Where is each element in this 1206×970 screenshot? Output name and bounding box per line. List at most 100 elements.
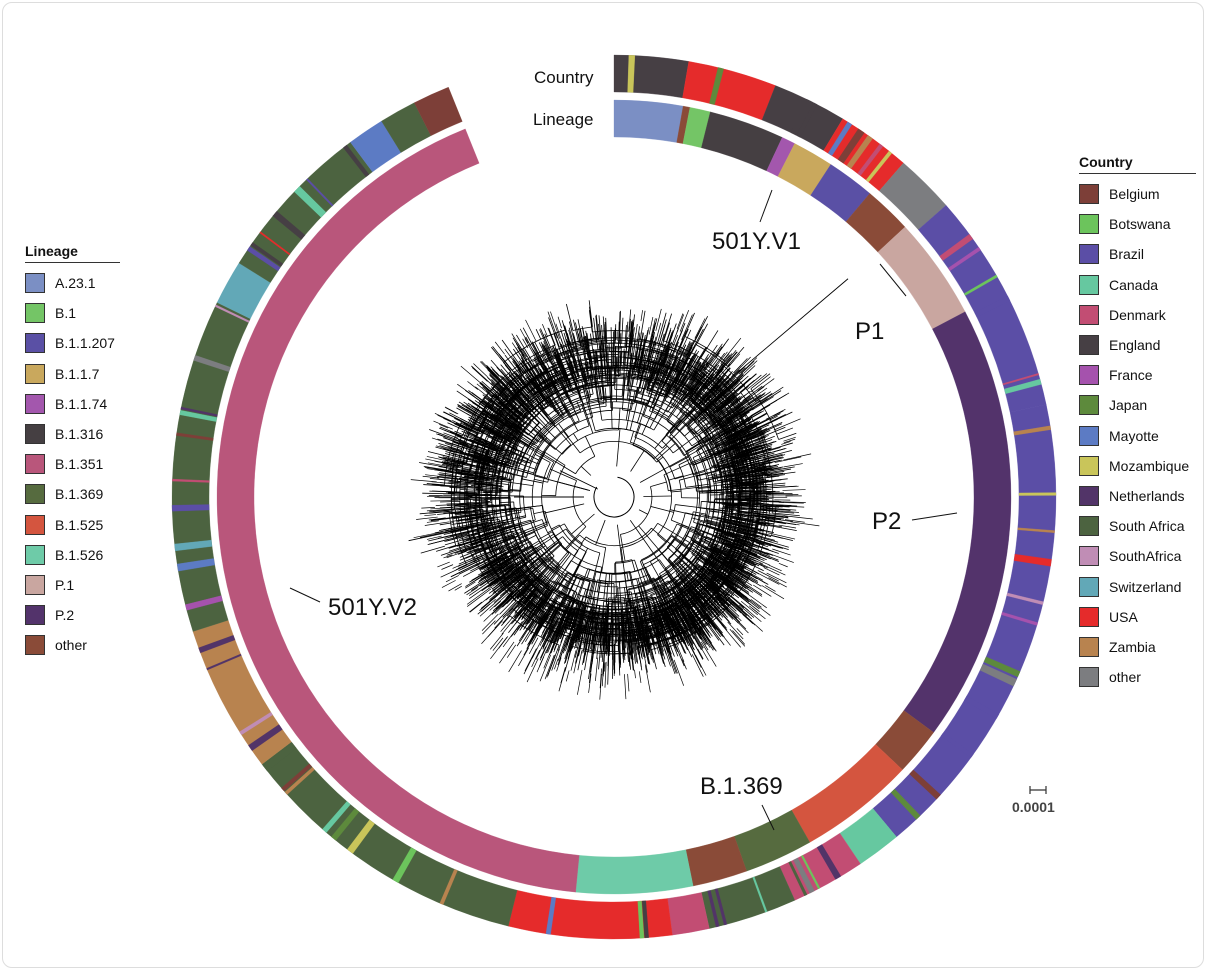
tree-arc bbox=[657, 540, 696, 578]
tree-branch bbox=[623, 572, 629, 604]
tree-branch bbox=[610, 396, 613, 429]
tree-branch bbox=[443, 411, 469, 425]
tree-branch bbox=[499, 543, 508, 548]
tree-branch bbox=[716, 616, 727, 629]
tree-branch bbox=[558, 370, 567, 388]
tree-branch bbox=[758, 523, 768, 527]
tree-branch bbox=[685, 574, 704, 595]
tree-branch bbox=[591, 374, 594, 383]
tree-branch bbox=[482, 469, 493, 473]
tree-branch bbox=[664, 388, 672, 401]
country-stripe bbox=[392, 847, 417, 883]
country-stripe bbox=[306, 178, 334, 207]
tree-branch bbox=[471, 519, 494, 525]
tree-branch bbox=[657, 415, 663, 424]
tree-branch bbox=[646, 623, 651, 634]
tree-branch bbox=[481, 563, 498, 573]
tree-branch bbox=[499, 538, 527, 552]
tree-arc bbox=[531, 428, 542, 442]
tree-branch bbox=[620, 547, 625, 574]
tree-branch bbox=[550, 626, 563, 654]
tree-branch bbox=[723, 469, 740, 475]
tree-branch bbox=[621, 317, 624, 344]
tree-arc bbox=[672, 523, 702, 567]
tree-branch bbox=[541, 591, 553, 608]
tree-branch bbox=[520, 357, 536, 379]
tree-branch bbox=[653, 393, 658, 403]
tree-branch bbox=[624, 325, 627, 347]
country-stripe bbox=[707, 890, 720, 928]
tree-branch bbox=[473, 435, 492, 444]
tree-branch bbox=[486, 366, 509, 390]
tree-branch bbox=[685, 393, 701, 412]
tree-branch bbox=[733, 554, 756, 566]
tree-branch bbox=[525, 397, 536, 409]
tree-branch bbox=[733, 503, 757, 506]
tree-branch bbox=[667, 407, 678, 422]
tree-branch bbox=[663, 341, 673, 364]
tree-arc bbox=[508, 380, 527, 398]
tree-branch bbox=[503, 430, 518, 440]
tree-branch bbox=[658, 319, 667, 346]
tree-branch bbox=[487, 525, 515, 535]
tree-branch bbox=[688, 347, 707, 376]
tree-branch bbox=[607, 371, 609, 387]
tree-branch bbox=[545, 536, 563, 551]
country-stripe bbox=[343, 144, 370, 178]
tree-branch bbox=[526, 561, 544, 577]
tree-arc bbox=[559, 380, 607, 395]
tree-branch bbox=[710, 360, 726, 380]
tree-branch bbox=[602, 336, 605, 355]
tree-branch bbox=[689, 451, 721, 465]
tree-branch bbox=[504, 364, 525, 388]
tree-branch bbox=[668, 475, 684, 481]
tree-branch bbox=[705, 575, 721, 589]
tree-branch bbox=[495, 592, 514, 610]
tree-branch bbox=[691, 349, 698, 360]
tree-branch bbox=[555, 368, 560, 378]
tree-branch bbox=[502, 428, 513, 436]
tree-branch bbox=[567, 361, 572, 371]
country-stripe bbox=[1013, 425, 1052, 436]
tree-branch bbox=[603, 572, 607, 600]
tree-branch bbox=[753, 478, 765, 481]
tree-branch bbox=[729, 586, 750, 603]
country-stripe bbox=[198, 635, 236, 654]
tree-branch bbox=[674, 339, 684, 359]
tree-branch bbox=[552, 606, 565, 634]
tree-branch bbox=[702, 566, 717, 579]
tree-branch bbox=[521, 606, 537, 628]
tree-branch bbox=[649, 630, 656, 651]
tree-branch bbox=[747, 532, 759, 537]
tree-branch bbox=[472, 528, 484, 532]
tree-branch bbox=[672, 613, 689, 644]
tree-branch bbox=[765, 456, 783, 462]
tree-branch bbox=[647, 622, 655, 644]
tree-branch bbox=[505, 547, 520, 555]
tree-branch bbox=[490, 383, 509, 400]
tree-branch bbox=[483, 420, 505, 434]
tree-branch bbox=[708, 568, 726, 582]
tree-branch bbox=[655, 635, 659, 644]
tree-branch bbox=[499, 585, 515, 599]
tree-branch bbox=[542, 627, 548, 638]
tree-branch bbox=[557, 635, 565, 651]
tree-branch bbox=[700, 523, 723, 532]
tree-arc bbox=[523, 495, 527, 518]
tree-branch bbox=[535, 328, 542, 340]
tree-branch bbox=[666, 546, 679, 558]
tree-branch bbox=[671, 519, 689, 528]
tree-branch bbox=[590, 634, 594, 653]
tree-branch bbox=[602, 343, 606, 375]
tree-branch bbox=[757, 549, 774, 556]
tree-branch bbox=[662, 598, 672, 616]
tree-branch bbox=[601, 547, 607, 573]
tree-branch bbox=[771, 470, 785, 474]
tree-branch bbox=[684, 428, 693, 437]
tree-branch bbox=[681, 592, 690, 604]
tree-arc bbox=[576, 374, 608, 381]
tree-branch bbox=[588, 650, 593, 680]
tree-branch bbox=[687, 611, 695, 623]
tree-branch bbox=[502, 590, 520, 608]
tree-arc bbox=[650, 525, 684, 563]
